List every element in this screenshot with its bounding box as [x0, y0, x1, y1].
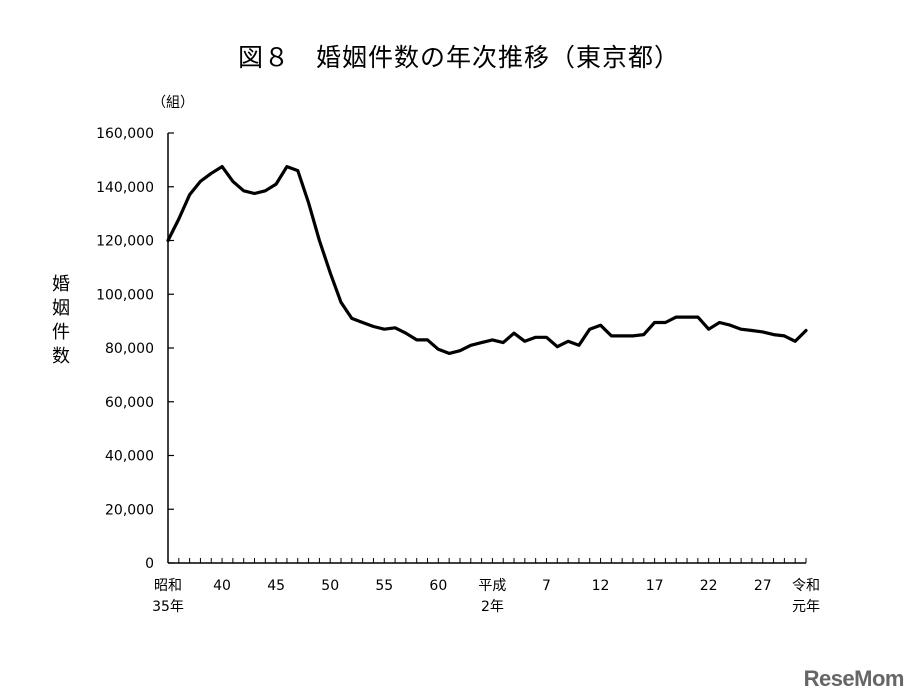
y-tick-label: 160,000: [96, 126, 154, 142]
data-point: [481, 342, 483, 344]
x-tick-label: 22: [700, 578, 718, 594]
data-point: [729, 324, 731, 326]
x-tick-label: 7: [542, 578, 551, 594]
y-tick-label: 20,000: [105, 502, 154, 518]
data-point: [167, 240, 169, 241]
x-tick-label: 2年: [481, 599, 504, 615]
data-point: [643, 334, 645, 336]
data-point: [394, 327, 396, 329]
data-point: [567, 340, 569, 342]
data-point: [437, 348, 439, 350]
data-point: [600, 324, 602, 326]
data-point: [697, 316, 699, 318]
data-point: [189, 194, 191, 196]
data-point: [524, 340, 526, 342]
data-point: [545, 336, 547, 338]
x-tick-label: 平成: [478, 578, 506, 594]
y-axis-title-char: 婚: [52, 274, 70, 295]
y-axis-title-char: 数: [52, 346, 70, 367]
data-point: [502, 342, 504, 344]
data-point: [459, 350, 461, 352]
watermark-logo: ReseMom: [803, 666, 905, 691]
x-tick-label: 令和: [792, 578, 820, 594]
data-point: [210, 172, 212, 174]
data-point: [751, 330, 753, 332]
data-point: [297, 170, 299, 172]
y-axis-title-char: 件: [52, 322, 70, 343]
data-point: [178, 218, 180, 220]
x-tick-label: 40: [213, 578, 231, 594]
data-point: [221, 166, 223, 168]
data-point: [383, 328, 385, 330]
data-point: [718, 321, 720, 323]
data-point: [535, 336, 537, 338]
data-point: [448, 352, 450, 354]
data-point: [675, 316, 677, 318]
data-point: [556, 346, 558, 348]
y-tick-label: 80,000: [105, 341, 154, 357]
data-point: [405, 332, 407, 334]
data-point: [308, 202, 310, 204]
data-point: [664, 321, 666, 323]
y-unit-label: （組）: [152, 95, 194, 111]
data-point: [470, 344, 472, 346]
data-point: [232, 180, 234, 182]
data-point: [199, 180, 201, 182]
data-point: [773, 334, 775, 336]
y-tick-label: 100,000: [96, 287, 154, 303]
data-point: [621, 335, 623, 337]
data-point: [275, 183, 277, 185]
x-tick-label: 17: [646, 578, 664, 594]
data-point: [513, 332, 515, 334]
data-point: [686, 316, 688, 318]
data-point: [805, 330, 807, 332]
data-point: [362, 321, 364, 323]
data-point: [654, 321, 656, 323]
data-point: [740, 328, 742, 330]
data-point: [372, 326, 374, 327]
data-point: [286, 166, 288, 168]
data-point: [340, 301, 342, 303]
x-tick-label: 45: [267, 578, 285, 594]
x-tick-label: 55: [375, 578, 393, 594]
data-point: [351, 317, 353, 319]
data-point: [783, 335, 785, 337]
chart-title: 図８ 婚姻件数の年次推移（東京都）: [237, 43, 680, 72]
data-point: [794, 340, 796, 342]
axis-labels: 0 20,000 40,000 60,000 80,000 100,000 120,000 1…: [52, 95, 820, 615]
x-tick-label: 60: [429, 578, 447, 594]
x-tick-label: 35年: [152, 599, 184, 615]
y-tick-label: 60,000: [105, 395, 154, 411]
y-tick-label: 120,000: [96, 234, 154, 250]
axes: [167, 132, 807, 564]
y-tick-label: 0: [145, 556, 154, 572]
data-point: [589, 328, 591, 330]
data-point: [264, 190, 266, 192]
data-point: [416, 339, 418, 341]
data-point: [610, 335, 612, 337]
x-tick-label: 12: [592, 578, 610, 594]
x-tick-label: 50: [321, 578, 339, 594]
data-point: [329, 272, 331, 274]
data-point: [491, 339, 493, 341]
data-point: [318, 240, 320, 241]
y-tick-label: 140,000: [96, 180, 154, 196]
data-point: [762, 331, 764, 333]
y-axis-title-char: 姻: [52, 298, 70, 319]
series-line: [166, 165, 808, 355]
data-point: [254, 192, 256, 194]
y-tick-label: 40,000: [105, 449, 154, 465]
x-tick-label: 27: [754, 578, 772, 594]
data-point: [243, 190, 245, 192]
data-point: [578, 344, 580, 346]
x-tick-label: 昭和: [154, 578, 182, 594]
data-point: [427, 339, 429, 341]
data-point: [632, 335, 634, 337]
series-layer: [166, 165, 808, 355]
data-point: [708, 328, 710, 330]
x-tick-label: 元年: [792, 599, 820, 615]
